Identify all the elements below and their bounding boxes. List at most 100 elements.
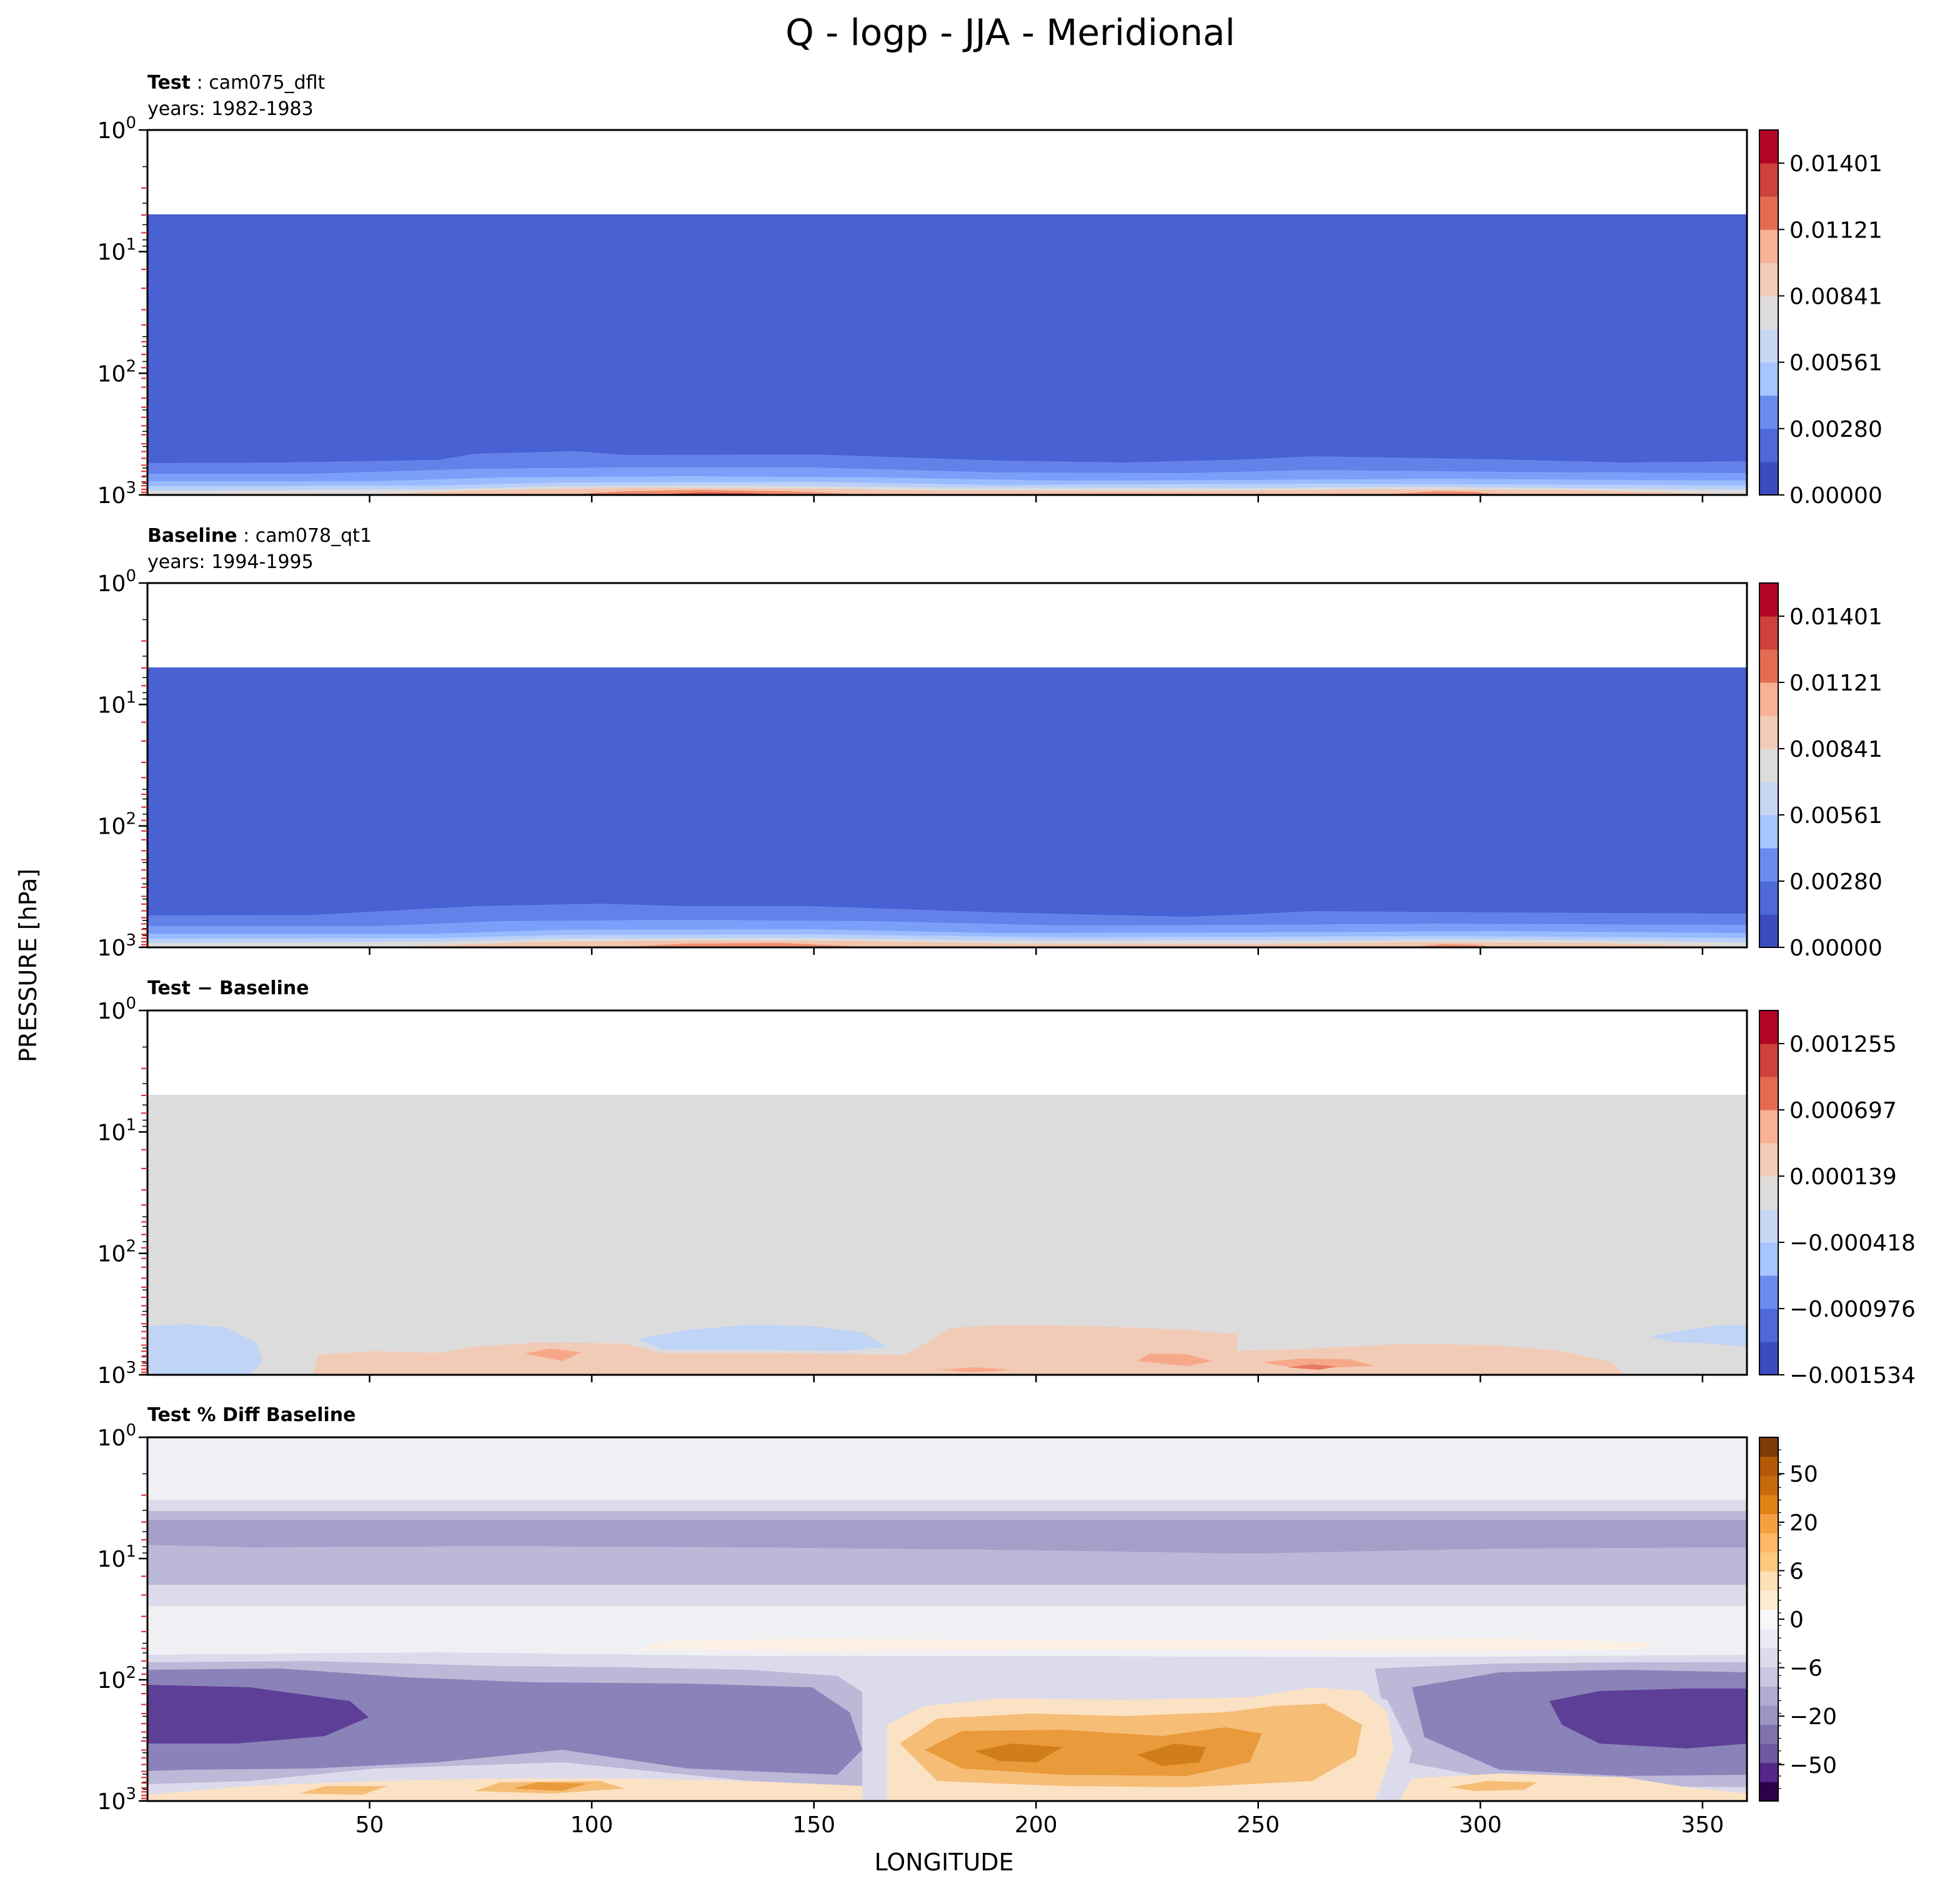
panel-test-label: Test : cam075_dflt (147, 72, 326, 94)
field-band-neg-slight (147, 1585, 1747, 1606)
colorbar-tick-label: 0.01401 (1789, 151, 1883, 177)
x-axis-label: LONGITUDE (874, 1849, 1013, 1876)
field-pos-level-3 (1287, 1364, 1337, 1370)
colorbar-tick-label: −0.001534 (1789, 1363, 1916, 1389)
field-surface-pos-strong (512, 1782, 587, 1791)
y-tick-base: 10 (97, 1547, 126, 1572)
y-tick-exponent: 3 (126, 479, 136, 497)
colorbar-segment (1759, 1176, 1778, 1210)
y-tick-label: 101 (97, 236, 136, 266)
colorbar-segment (1759, 914, 1778, 948)
panel-test-label-bold: Test (147, 72, 191, 94)
y-tick-base: 10 (97, 936, 126, 961)
colorbar-segment (1759, 749, 1778, 782)
colorbar-segment (1759, 1762, 1778, 1782)
panel-test-years: years: 1982-1983 (147, 98, 314, 120)
panel-diff-field (147, 1010, 1747, 1375)
y-tick-label: 100 (97, 114, 136, 144)
colorbar-tick-label: 20 (1789, 1510, 1818, 1536)
field-neg-patch (1649, 1325, 1747, 1347)
field-base-level (147, 214, 1747, 495)
colorbar-tick-label: 50 (1789, 1462, 1818, 1487)
panel-pct-xticks: 50 100 150 200 250 300 350 (356, 1801, 1724, 1838)
colorbar-tick-label: 0.00841 (1789, 737, 1883, 762)
colorbar-segment (1759, 1782, 1778, 1802)
colorbar-segment (1759, 1110, 1778, 1144)
field-surface-pos (1400, 1774, 1747, 1801)
y-tick-base: 10 (97, 240, 126, 266)
colorbar-segment (1759, 362, 1778, 396)
colorbar-tick-label: 0.00000 (1789, 483, 1883, 509)
y-tick-base: 10 (97, 692, 126, 718)
colorbar-tick-label: 0 (1789, 1607, 1804, 1633)
y-tick-label: 103 (97, 1785, 136, 1815)
colorbar-segment (1759, 329, 1778, 363)
colorbar-segment (1759, 1629, 1778, 1649)
y-tick-exponent: 2 (126, 357, 136, 376)
colorbar-segment (1759, 1571, 1778, 1591)
field-lower-neg-strongest (147, 1685, 369, 1744)
panel-test: Test : cam075_dflt years: 1982-1983 1001… (97, 72, 1883, 509)
y-tick-exponent: 0 (126, 114, 136, 132)
colorbar-segment (1759, 1609, 1778, 1629)
colorbar-segment (1759, 1647, 1778, 1668)
y-tick-label: 100 (97, 567, 136, 597)
figure-title: Q - logp - JJA - Meridional (785, 11, 1235, 54)
colorbar-tick-label: 0.01121 (1789, 217, 1883, 243)
y-tick-base: 10 (97, 361, 126, 387)
field-band-neg-strong (147, 1520, 1747, 1554)
colorbar-segment (1759, 196, 1778, 230)
colorbar-frame (1759, 582, 1779, 948)
y-tick-exponent: 1 (126, 688, 136, 707)
colorbar-segment (1759, 1552, 1778, 1572)
x-tick-label: 300 (1459, 1812, 1502, 1838)
y-tick-exponent: 1 (126, 236, 136, 254)
panel-baseline-label-case: cam078_qt1 (256, 525, 372, 547)
colorbar-segment (1759, 1475, 1778, 1495)
colorbar-segment (1759, 782, 1778, 816)
y-tick-label: 101 (97, 1115, 136, 1145)
y-tick-label: 100 (97, 994, 136, 1024)
field-band-pos-slight (637, 1639, 1656, 1651)
colorbar-segment (1759, 296, 1778, 330)
field-surface-pos-moderate (1450, 1781, 1537, 1791)
panel-baseline-colorbar: 0.00000 0.00280 0.00561 0.00841 0.01121 0.014… (1759, 582, 1883, 961)
y-tick-exponent: 2 (126, 1664, 136, 1682)
colorbar-segment (1759, 461, 1778, 496)
y-tick-label: 103 (97, 931, 136, 961)
panel-baseline-minor-ticks (141, 619, 147, 948)
field-pos-level-2 (525, 1349, 1375, 1372)
field-lower-neg-strong (147, 1669, 862, 1775)
x-tick-label: 350 (1681, 1812, 1724, 1838)
colorbar-segment (1759, 1077, 1778, 1110)
y-tick-base: 10 (97, 814, 126, 840)
colorbar-segment (1759, 1242, 1778, 1276)
y-tick-label: 100 (97, 1421, 136, 1451)
panel-pct-colorbar: −50 −20 −6 0 6 20 50 (1759, 1437, 1837, 1802)
field-level-7 (562, 490, 1500, 495)
panel-pct-label: Test % Diff Baseline (147, 1404, 356, 1426)
x-tick-label: 250 (1236, 1812, 1280, 1838)
y-tick-exponent: 3 (126, 1785, 136, 1804)
y-tick-exponent: 2 (126, 1237, 136, 1256)
y-tick-base: 10 (97, 1668, 126, 1694)
colorbar-segment (1759, 428, 1778, 462)
y-tick-label: 101 (97, 688, 136, 718)
colorbar-frame (1759, 1010, 1779, 1375)
colorbar-tick-label: 0.00280 (1789, 869, 1883, 895)
colorbar-segment (1759, 583, 1778, 617)
colorbar-segment (1759, 1456, 1778, 1476)
y-tick-exponent: 0 (126, 994, 136, 1013)
colorbar-segment (1759, 848, 1778, 882)
panel-diff-frame (146, 1009, 1748, 1376)
colorbar-segment (1759, 1275, 1778, 1309)
colorbar-segment (1759, 1705, 1778, 1725)
colorbar-segment (1759, 163, 1778, 197)
x-tick-label: 50 (356, 1812, 384, 1838)
colorbar-segment (1759, 1010, 1778, 1044)
y-tick-label: 102 (97, 810, 136, 840)
colorbar-segment (1759, 1437, 1778, 1457)
